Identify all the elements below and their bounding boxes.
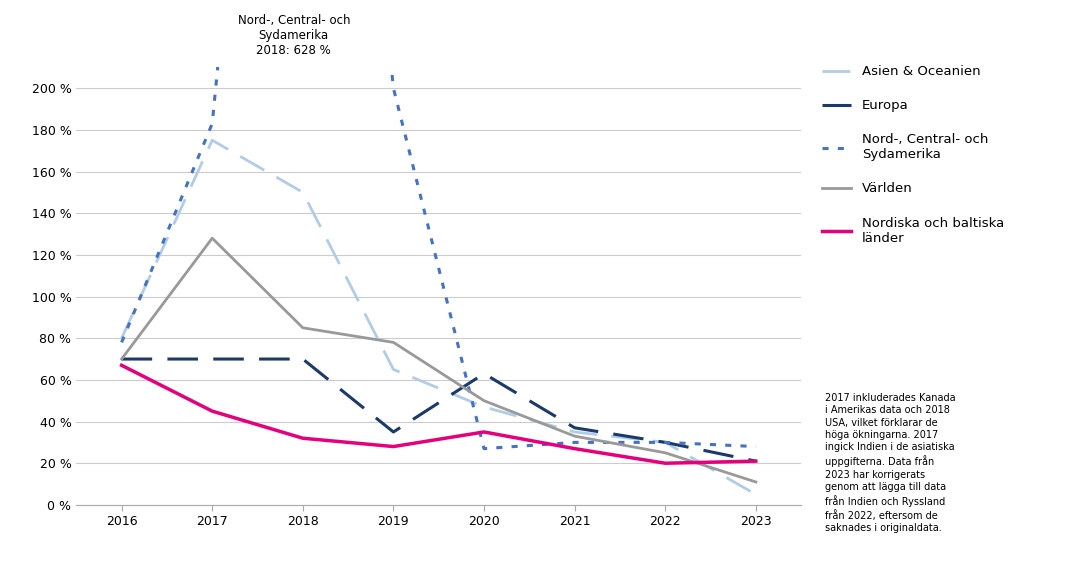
Text: 2017 inkluderades Kanada
i Amerikas data och 2018
USA, vilket förklarar de
höga : 2017 inkluderades Kanada i Amerikas data…: [825, 393, 956, 533]
Text: Nord-, Central- och
Sydamerika
2018: 628 %: Nord-, Central- och Sydamerika 2018: 628…: [238, 14, 350, 57]
Legend: Asien & Oceanien, Europa, Nord-, Central- och
Sydamerika, Världen, Nordiska och : Asien & Oceanien, Europa, Nord-, Central…: [822, 65, 1004, 245]
